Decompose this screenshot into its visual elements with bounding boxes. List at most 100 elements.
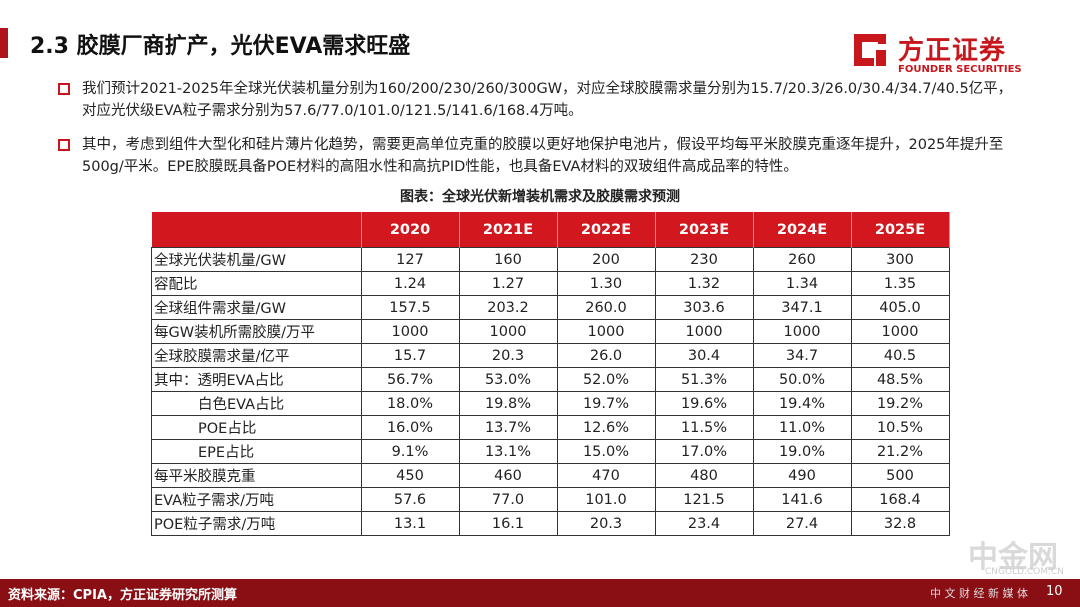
table-cell: 19.4% — [752, 391, 852, 416]
table-cell: 19.6% — [654, 391, 754, 416]
table-cell: 1.32 — [654, 271, 754, 296]
table-cell: 20.3 — [458, 343, 558, 368]
table-cell: 15.7 — [360, 343, 460, 368]
row-label: POE占比 — [151, 415, 362, 440]
table-cell: 19.2% — [850, 391, 950, 416]
row-label: 白色EVA占比 — [151, 391, 362, 416]
row-label: 全球光伏装机量/GW — [151, 247, 362, 272]
watermark-domain: CNGOLD.COM.CN — [985, 567, 1064, 577]
table-cell: 30.4 — [654, 343, 754, 368]
logo-name: 方正证券 — [898, 36, 1007, 66]
table-cell: 1000 — [850, 319, 950, 344]
table-cell: 56.7% — [360, 367, 460, 392]
table-row: EVA粒子需求/万吨 57.6 77.0 101.0 121.5 141.6 168.4 — [151, 487, 950, 512]
footer-bar — [0, 579, 1080, 607]
table-row: 白色EVA占比 18.0% 19.8% 19.7% 19.6% 19.4% 19.2% — [151, 391, 950, 416]
row-label: 全球组件需求量/GW — [151, 295, 362, 320]
table-cell: 347.1 — [752, 295, 852, 320]
table-cell: 303.6 — [654, 295, 754, 320]
table-cell: 121.5 — [654, 487, 754, 512]
header-cell: 2025E — [851, 212, 950, 248]
header-cell: 2020 — [361, 212, 460, 248]
table-cell: 51.3% — [654, 367, 754, 392]
table-cell: 77.0 — [458, 487, 558, 512]
table-cell: 19.0% — [752, 439, 852, 464]
row-label: EPE占比 — [151, 439, 362, 464]
table-cell: 490 — [752, 463, 852, 488]
table-row: POE粒子需求/万吨 13.1 16.1 20.3 23.4 27.4 32.8 — [151, 511, 950, 536]
row-label: 容配比 — [151, 271, 362, 296]
table-cell: 13.1% — [458, 439, 558, 464]
table-cell: 16.0% — [360, 415, 460, 440]
watermark-tagline: 中 文 财 经 新 媒 体 — [930, 587, 1028, 600]
table-cell: 300 — [850, 247, 950, 272]
table-cell: 1.35 — [850, 271, 950, 296]
header-row: 2020 2021E 2022E 2023E 2024E 2025E — [151, 212, 950, 248]
table-cell: 15.0% — [556, 439, 656, 464]
table-row: 每GW装机所需胶膜/万平 1000 1000 1000 1000 1000 1000 — [151, 319, 950, 344]
table-cell: 50.0% — [752, 367, 852, 392]
table-cell: 1000 — [360, 319, 460, 344]
table-row: 其中：透明EVA占比 56.7% 53.0% 52.0% 51.3% 50.0% 48.5% — [151, 367, 950, 392]
source-note: 资料来源：CPIA，方正证券研究所测算 — [8, 588, 237, 603]
data-table: 2020 2021E 2022E 2023E 2024E 2025E 全球光伏装机量/GW 1… — [151, 212, 950, 536]
logo-icon — [854, 34, 886, 66]
title-accent — [0, 28, 8, 58]
table-row: 全球光伏装机量/GW 127 160 200 230 260 300 — [151, 247, 950, 272]
table-row: 容配比 1.24 1.27 1.30 1.32 1.34 1.35 — [151, 271, 950, 296]
header-cell: 2024E — [753, 212, 852, 248]
table-cell: 470 — [556, 463, 656, 488]
table-cell: 19.8% — [458, 391, 558, 416]
table-cell: 230 — [654, 247, 754, 272]
table-cell: 260 — [752, 247, 852, 272]
table-cell: 127 — [360, 247, 460, 272]
table-cell: 17.0% — [654, 439, 754, 464]
table-cell: 16.1 — [458, 511, 558, 536]
table-row: EPE占比 9.1% 13.1% 15.0% 17.0% 19.0% 21.2% — [151, 439, 950, 464]
table-cell: 480 — [654, 463, 754, 488]
table-cell: 1000 — [654, 319, 754, 344]
table-cell: 460 — [458, 463, 558, 488]
table-cell: 101.0 — [556, 487, 656, 512]
table-cell: 26.0 — [556, 343, 656, 368]
table-cell: 32.8 — [850, 511, 950, 536]
table-cell: 27.4 — [752, 511, 852, 536]
table-cell: 57.6 — [360, 487, 460, 512]
table-cell: 18.0% — [360, 391, 460, 416]
table-caption: 图表：全球光伏新增装机需求及胶膜需求预测 — [400, 189, 680, 205]
logo-sub: FOUNDER SECURITIES — [898, 64, 1022, 75]
table-cell: 53.0% — [458, 367, 558, 392]
header-cell — [151, 212, 362, 248]
table-cell: 9.1% — [360, 439, 460, 464]
table-cell: 40.5 — [850, 343, 950, 368]
table-cell: 500 — [850, 463, 950, 488]
row-label: 其中：透明EVA占比 — [151, 367, 362, 392]
table-cell: 1000 — [752, 319, 852, 344]
table-cell: 1.27 — [458, 271, 558, 296]
header-cell: 2023E — [655, 212, 754, 248]
table-cell: 141.6 — [752, 487, 852, 512]
table-cell: 203.2 — [458, 295, 558, 320]
table-cell: 160 — [458, 247, 558, 272]
table-cell: 1.34 — [752, 271, 852, 296]
table-cell: 1.30 — [556, 271, 656, 296]
table-cell: 1.24 — [360, 271, 460, 296]
row-label: POE粒子需求/万吨 — [151, 511, 362, 536]
table-cell: 11.5% — [654, 415, 754, 440]
table-cell: 21.2% — [850, 439, 950, 464]
table-row: POE占比 16.0% 13.7% 12.6% 11.5% 11.0% 10.5% — [151, 415, 950, 440]
table-cell: 34.7 — [752, 343, 852, 368]
table-cell: 200 — [556, 247, 656, 272]
table-cell: 450 — [360, 463, 460, 488]
table-cell: 12.6% — [556, 415, 656, 440]
table-cell: 19.7% — [556, 391, 656, 416]
table-cell: 168.4 — [850, 487, 950, 512]
table-cell: 260.0 — [556, 295, 656, 320]
bullet: 我们预计2021-2025年全球光伏装机量分别为160/200/230/260/… — [58, 78, 1022, 122]
header-cell: 2022E — [557, 212, 656, 248]
table-cell: 1000 — [458, 319, 558, 344]
table-row: 全球胶膜需求量/亿平 15.7 20.3 26.0 30.4 34.7 40.5 — [151, 343, 950, 368]
table-cell: 10.5% — [850, 415, 950, 440]
header-cell: 2021E — [459, 212, 558, 248]
